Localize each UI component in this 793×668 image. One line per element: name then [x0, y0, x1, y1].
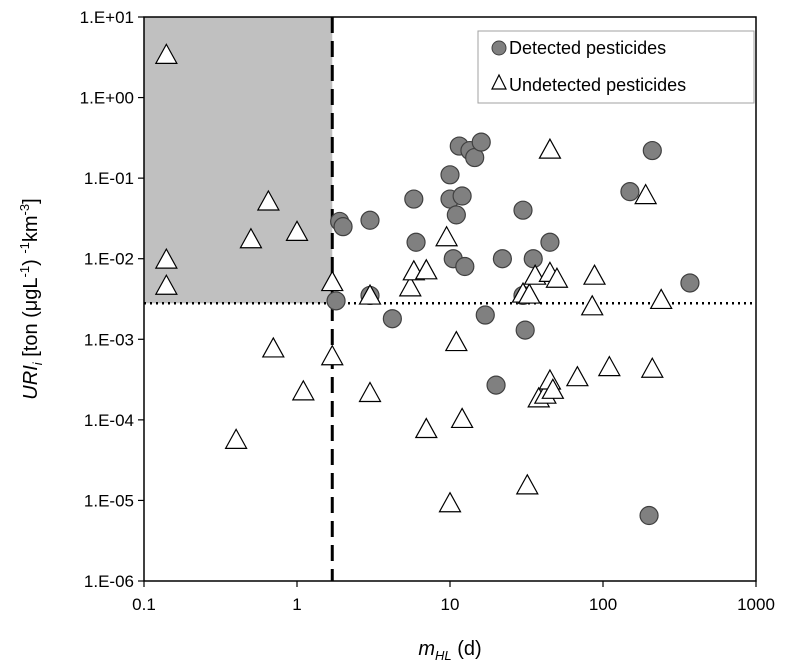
undetected-point	[597, 355, 621, 377]
detected-point	[523, 249, 543, 269]
x-axis-title: mHL (d)	[418, 638, 481, 663]
undetected-point	[358, 283, 382, 305]
detected-point	[333, 217, 353, 237]
x-tick-labels: 0.1 1 10 100 1000	[132, 595, 775, 614]
y-axis-title: URIi [ton (μgL-1) -1km-3]	[17, 198, 45, 399]
detected-point	[406, 232, 426, 252]
detected-point	[515, 320, 535, 340]
undetected-point	[291, 379, 315, 401]
x-tick-label: 0.1	[132, 595, 156, 614]
tick-marks-layer	[138, 16, 757, 587]
undetected-point	[649, 288, 673, 310]
shaded-region-layer	[144, 17, 333, 304]
detected-point	[639, 505, 659, 526]
detected-point	[446, 205, 466, 225]
shaded-region	[144, 17, 333, 304]
y-tick-label: 1.E-01	[84, 169, 134, 188]
legend-undetected-label: Undetected pesticides	[509, 75, 686, 95]
undetected-point	[154, 274, 178, 295]
undetected-point	[154, 247, 178, 269]
undetected-point	[320, 344, 344, 366]
detected-point	[642, 140, 662, 161]
undetected-point	[320, 270, 344, 292]
detected-point	[492, 249, 512, 269]
undetected-point	[640, 357, 664, 378]
undetected-point	[358, 381, 382, 403]
undetected-point	[239, 227, 263, 249]
undetected-point	[285, 220, 309, 241]
legend-box	[477, 30, 755, 104]
x-tick-label: 1	[292, 595, 301, 614]
undetected-point	[517, 282, 541, 304]
detected-point	[540, 232, 560, 252]
undetected-point	[582, 263, 607, 285]
undetected-point	[515, 473, 539, 495]
y-tick-label: 1.E-05	[84, 491, 134, 510]
undetected-point	[634, 183, 658, 205]
plot-frame	[143, 16, 757, 582]
undetected-point	[438, 491, 462, 513]
undetected-point	[541, 378, 565, 399]
undetected-point	[444, 330, 468, 352]
detected-point	[404, 189, 424, 209]
legend-detected-marker-icon	[491, 40, 507, 56]
legend-undetected-marker-icon	[491, 73, 507, 90]
y-tick-label: 1.E-04	[84, 411, 134, 430]
undetected-point	[450, 407, 474, 429]
detected-point	[360, 210, 380, 230]
undetected-point	[538, 137, 562, 159]
data-points-layer	[154, 43, 700, 526]
undetected-point	[154, 43, 178, 64]
y-tick-label: 1.E+00	[80, 89, 134, 108]
undetected-point	[256, 189, 280, 211]
y-tick-label: 1.E-02	[84, 250, 134, 269]
x-tick-label: 10	[441, 595, 460, 614]
detected-point	[382, 309, 402, 329]
undetected-point	[435, 225, 459, 247]
undetected-point	[565, 365, 589, 387]
undetected-point	[398, 275, 422, 297]
detected-point	[440, 165, 460, 185]
undetected-point	[545, 266, 569, 288]
detected-point	[620, 182, 640, 202]
y-tick-labels: 1.E-06 1.E-05 1.E-04 1.E-03 1.E-02 1.E-01 1.E+…	[80, 8, 134, 591]
detected-point	[513, 200, 533, 220]
y-tick-label: 1.E-03	[84, 330, 134, 349]
undetected-point	[414, 417, 438, 439]
detected-point	[680, 273, 700, 293]
undetected-point	[261, 336, 285, 358]
detected-point	[471, 132, 491, 152]
detected-point	[475, 305, 495, 325]
detected-point	[486, 375, 506, 395]
legend: Detected pesticides Undetected pesticide…	[477, 30, 755, 104]
detected-point	[326, 291, 346, 311]
detected-point	[455, 256, 475, 277]
undetected-point	[224, 428, 248, 449]
y-tick-label: 1.E+01	[80, 8, 134, 27]
detected-point	[452, 186, 472, 206]
undetected-point	[580, 294, 604, 316]
undetected-point	[414, 258, 438, 280]
legend-detected-label: Detected pesticides	[509, 38, 666, 58]
x-tick-label: 100	[589, 595, 617, 614]
x-tick-label: 1000	[737, 595, 775, 614]
y-tick-label: 1.E-06	[84, 572, 134, 591]
